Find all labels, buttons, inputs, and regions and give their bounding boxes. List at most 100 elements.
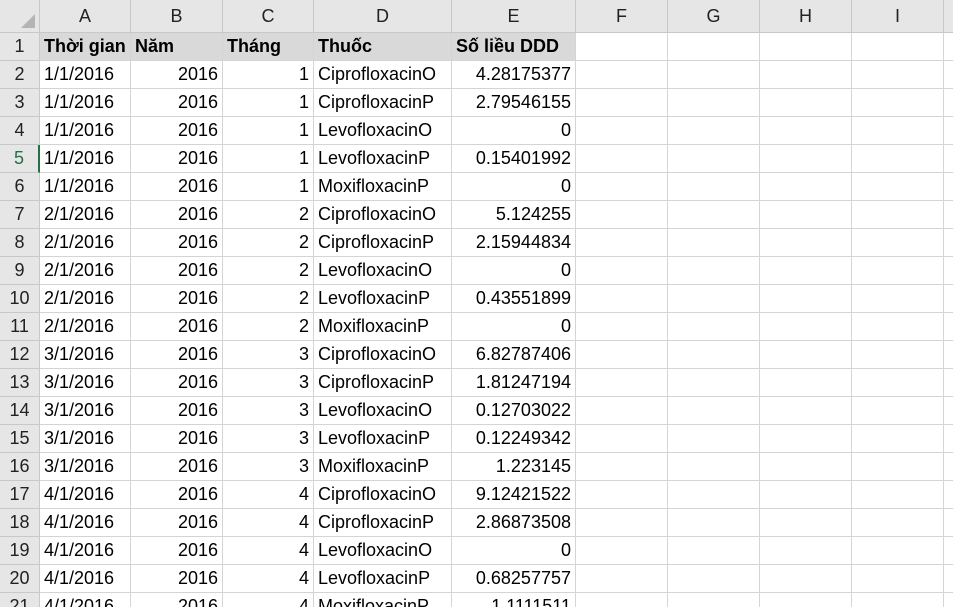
cell-c[interactable]: 2 (223, 257, 314, 285)
empty-cell[interactable] (760, 89, 852, 117)
cell-c[interactable]: 2 (223, 313, 314, 341)
row-number[interactable]: 3 (0, 89, 40, 117)
cell-e[interactable]: 0.15401992 (452, 145, 576, 173)
empty-cell[interactable] (852, 145, 944, 173)
empty-cell[interactable] (852, 509, 944, 537)
cell-d[interactable]: CiprofloxacinO (314, 201, 452, 229)
cell-c[interactable]: 1 (223, 145, 314, 173)
empty-cell[interactable] (944, 257, 953, 285)
empty-cell[interactable] (576, 397, 668, 425)
select-all-button[interactable] (0, 0, 40, 33)
cell-e[interactable]: 0.43551899 (452, 285, 576, 313)
cell-e[interactable]: 1.81247194 (452, 369, 576, 397)
cell-d[interactable]: LevofloxacinP (314, 425, 452, 453)
cell-d[interactable]: CiprofloxacinO (314, 481, 452, 509)
cell-a[interactable]: 4/1/2016 (40, 509, 131, 537)
empty-cell[interactable] (944, 145, 953, 173)
row-number[interactable]: 9 (0, 257, 40, 285)
cell-c[interactable]: 3 (223, 425, 314, 453)
empty-cell[interactable] (944, 425, 953, 453)
empty-cell[interactable] (576, 61, 668, 89)
cell-b[interactable]: 2016 (131, 593, 223, 607)
header-cell-d[interactable]: Thuốc (314, 33, 452, 61)
empty-cell[interactable] (944, 173, 953, 201)
empty-cell[interactable] (760, 369, 852, 397)
column-header-a[interactable]: A (40, 0, 131, 33)
cell-b[interactable]: 2016 (131, 481, 223, 509)
empty-cell[interactable] (576, 565, 668, 593)
cell-e[interactable]: 0.68257757 (452, 565, 576, 593)
empty-cell[interactable] (852, 453, 944, 481)
cell-c[interactable]: 3 (223, 341, 314, 369)
empty-cell[interactable] (668, 257, 760, 285)
header-cell-c[interactable]: Tháng (223, 33, 314, 61)
cell-b[interactable]: 2016 (131, 397, 223, 425)
row-number[interactable]: 7 (0, 201, 40, 229)
cell-e[interactable]: 1.223145 (452, 453, 576, 481)
empty-cell[interactable] (668, 565, 760, 593)
cell-e[interactable]: 1.1111511 (452, 593, 576, 607)
empty-cell[interactable] (576, 229, 668, 257)
empty-cell[interactable] (852, 285, 944, 313)
empty-cell[interactable] (944, 481, 953, 509)
cell-b[interactable]: 2016 (131, 537, 223, 565)
empty-cell[interactable] (668, 481, 760, 509)
empty-cell[interactable] (944, 117, 953, 145)
empty-cell[interactable] (760, 117, 852, 145)
empty-cell[interactable] (852, 229, 944, 257)
empty-cell[interactable] (944, 285, 953, 313)
empty-cell[interactable] (760, 33, 852, 61)
column-header-h[interactable]: H (760, 0, 852, 33)
cell-e[interactable]: 2.15944834 (452, 229, 576, 257)
cell-e[interactable]: 4.28175377 (452, 61, 576, 89)
cell-c[interactable]: 2 (223, 229, 314, 257)
empty-cell[interactable] (852, 173, 944, 201)
cell-a[interactable]: 4/1/2016 (40, 565, 131, 593)
empty-cell[interactable] (852, 117, 944, 145)
empty-cell[interactable] (576, 509, 668, 537)
cell-c[interactable]: 3 (223, 369, 314, 397)
row-number[interactable]: 8 (0, 229, 40, 257)
cell-c[interactable]: 2 (223, 285, 314, 313)
empty-cell[interactable] (576, 313, 668, 341)
cell-c[interactable]: 2 (223, 201, 314, 229)
cell-b[interactable]: 2016 (131, 453, 223, 481)
empty-cell[interactable] (576, 285, 668, 313)
cell-c[interactable]: 1 (223, 173, 314, 201)
cell-a[interactable]: 1/1/2016 (40, 145, 131, 173)
empty-cell[interactable] (852, 61, 944, 89)
row-number[interactable]: 18 (0, 509, 40, 537)
empty-cell[interactable] (944, 397, 953, 425)
cell-a[interactable]: 1/1/2016 (40, 89, 131, 117)
empty-cell[interactable] (760, 313, 852, 341)
empty-cell[interactable] (944, 89, 953, 117)
empty-cell[interactable] (668, 341, 760, 369)
cell-d[interactable]: LevofloxacinO (314, 397, 452, 425)
empty-cell[interactable] (760, 565, 852, 593)
empty-cell[interactable] (668, 145, 760, 173)
column-header-e[interactable]: E (452, 0, 576, 33)
cell-b[interactable]: 2016 (131, 201, 223, 229)
empty-cell[interactable] (760, 229, 852, 257)
empty-cell[interactable] (668, 425, 760, 453)
row-number[interactable]: 16 (0, 453, 40, 481)
empty-cell[interactable] (852, 565, 944, 593)
cell-b[interactable]: 2016 (131, 145, 223, 173)
cell-c[interactable]: 1 (223, 89, 314, 117)
cell-b[interactable]: 2016 (131, 285, 223, 313)
empty-cell[interactable] (760, 173, 852, 201)
empty-cell[interactable] (760, 201, 852, 229)
cell-a[interactable]: 3/1/2016 (40, 453, 131, 481)
empty-cell[interactable] (576, 369, 668, 397)
row-number[interactable]: 19 (0, 537, 40, 565)
cell-e[interactable]: 6.82787406 (452, 341, 576, 369)
cell-d[interactable]: LevofloxacinO (314, 537, 452, 565)
empty-cell[interactable] (760, 257, 852, 285)
cell-b[interactable]: 2016 (131, 509, 223, 537)
row-number[interactable]: 6 (0, 173, 40, 201)
cell-d[interactable]: MoxifloxacinP (314, 453, 452, 481)
row-number[interactable]: 4 (0, 117, 40, 145)
cell-e[interactable]: 5.124255 (452, 201, 576, 229)
header-cell-e[interactable]: Số liều DDD (452, 33, 576, 61)
cell-d[interactable]: LevofloxacinO (314, 257, 452, 285)
